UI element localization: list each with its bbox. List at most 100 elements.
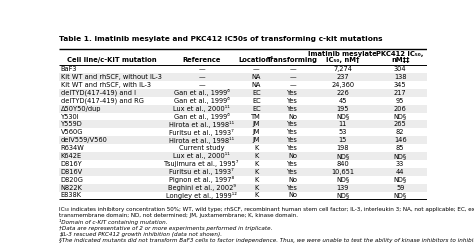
Bar bbox=[59, 136, 427, 144]
Bar bbox=[59, 120, 427, 128]
Text: No: No bbox=[288, 192, 297, 198]
Text: 206: 206 bbox=[394, 106, 407, 112]
Text: ND§: ND§ bbox=[336, 153, 349, 159]
Text: Yes: Yes bbox=[287, 98, 298, 104]
Text: JM: JM bbox=[253, 122, 260, 128]
Bar bbox=[59, 152, 427, 160]
Text: V560G: V560G bbox=[61, 129, 83, 135]
Text: Gan et al., 1999⁶: Gan et al., 1999⁶ bbox=[173, 89, 229, 96]
Text: K: K bbox=[254, 192, 258, 198]
Text: 304: 304 bbox=[394, 66, 407, 72]
Text: ND§: ND§ bbox=[393, 192, 407, 198]
Text: †Data are representative of 2 or more experiments performed in triplicate.: †Data are representative of 2 or more ex… bbox=[59, 226, 273, 231]
Text: Cell line/c-KIT mutation: Cell line/c-KIT mutation bbox=[67, 57, 156, 63]
Text: K: K bbox=[254, 184, 258, 190]
Text: D816V: D816V bbox=[61, 169, 83, 175]
Text: No: No bbox=[288, 177, 297, 183]
Text: 24,360: 24,360 bbox=[331, 82, 355, 88]
Text: D816Y: D816Y bbox=[61, 161, 82, 167]
Text: Imatinib mesylate: Imatinib mesylate bbox=[309, 51, 377, 57]
Text: IC₅₀ indicates inhibitory concentration 50%; WT, wild type; rhSCF, recombinant h: IC₅₀ indicates inhibitory concentration … bbox=[59, 207, 474, 212]
Text: Beghini et al., 2002⁹: Beghini et al., 2002⁹ bbox=[168, 184, 236, 191]
Text: Tsujimura et al., 1995⁷: Tsujimura et al., 1995⁷ bbox=[164, 160, 239, 168]
Text: Kit WT and rhSCF, with IL-3: Kit WT and rhSCF, with IL-3 bbox=[61, 82, 151, 88]
Text: delTYD(417-419) and RG: delTYD(417-419) and RG bbox=[61, 98, 144, 104]
Text: 195: 195 bbox=[337, 106, 349, 112]
Text: Yes: Yes bbox=[287, 129, 298, 135]
Text: Lux et al., 2000¹¹: Lux et al., 2000¹¹ bbox=[173, 152, 230, 160]
Text: Kit WT and rhSCF, without IL-3: Kit WT and rhSCF, without IL-3 bbox=[61, 74, 162, 80]
Text: 85: 85 bbox=[396, 145, 404, 151]
Text: K: K bbox=[254, 169, 258, 175]
Text: delV559/V560: delV559/V560 bbox=[61, 137, 108, 143]
Text: Furitsu et al., 1993⁷: Furitsu et al., 1993⁷ bbox=[169, 168, 234, 175]
Text: —: — bbox=[198, 74, 205, 80]
Text: JM: JM bbox=[253, 129, 260, 135]
Text: EC: EC bbox=[252, 106, 261, 112]
Bar bbox=[59, 168, 427, 176]
Text: 226: 226 bbox=[337, 90, 349, 96]
Text: 7,274: 7,274 bbox=[333, 66, 352, 72]
Text: Hirota et al., 1998¹¹: Hirota et al., 1998¹¹ bbox=[169, 121, 234, 128]
Text: —: — bbox=[198, 66, 205, 72]
Bar bbox=[59, 184, 427, 192]
Text: K: K bbox=[254, 145, 258, 151]
Text: ‡IL-3 rescued PKC412 growth inhibition (data not shown).: ‡IL-3 rescued PKC412 growth inhibition (… bbox=[59, 232, 222, 237]
Text: 139: 139 bbox=[337, 184, 349, 190]
Text: Furitsu et al., 1993⁷: Furitsu et al., 1993⁷ bbox=[169, 129, 234, 136]
Text: Yes: Yes bbox=[287, 145, 298, 151]
Text: Hirota et al., 1998¹¹: Hirota et al., 1998¹¹ bbox=[169, 137, 234, 144]
Text: BaF3: BaF3 bbox=[61, 66, 77, 72]
Text: ND§: ND§ bbox=[336, 192, 349, 198]
Text: —: — bbox=[253, 66, 260, 72]
Text: Lux et al., 2000¹¹: Lux et al., 2000¹¹ bbox=[173, 105, 230, 112]
Text: IC₅₀, nM†: IC₅₀, nM† bbox=[326, 57, 360, 63]
Text: delTYD(417-419) and I: delTYD(417-419) and I bbox=[61, 90, 136, 96]
Text: Longley et al., 1999¹²: Longley et al., 1999¹² bbox=[166, 192, 237, 199]
Text: Y559D: Y559D bbox=[61, 122, 82, 128]
Text: R634W: R634W bbox=[61, 145, 84, 151]
Text: 15: 15 bbox=[338, 137, 347, 143]
Text: Reference: Reference bbox=[182, 57, 221, 63]
Text: 198: 198 bbox=[337, 145, 349, 151]
Text: ND§: ND§ bbox=[393, 177, 407, 183]
Text: Yes: Yes bbox=[287, 90, 298, 96]
Text: Location¹: Location¹ bbox=[238, 57, 274, 63]
Bar bbox=[59, 105, 427, 112]
Text: NA: NA bbox=[252, 74, 261, 80]
Text: Pignon et al., 1997⁸: Pignon et al., 1997⁸ bbox=[169, 176, 234, 183]
Text: JM: JM bbox=[253, 137, 260, 143]
Text: 237: 237 bbox=[337, 74, 349, 80]
Text: §The indicated mutants did not transform BaF3 cells to factor independence. Thus: §The indicated mutants did not transform… bbox=[59, 238, 474, 244]
Text: 59: 59 bbox=[396, 184, 404, 190]
Text: Current study: Current study bbox=[179, 145, 224, 151]
Text: E838K: E838K bbox=[61, 192, 82, 198]
Text: 45: 45 bbox=[338, 98, 347, 104]
Text: Gan et al., 1999⁶: Gan et al., 1999⁶ bbox=[173, 97, 229, 104]
Text: 33: 33 bbox=[396, 161, 404, 167]
Text: 265: 265 bbox=[394, 122, 407, 128]
Text: —: — bbox=[290, 66, 296, 72]
Text: NA: NA bbox=[252, 82, 261, 88]
Text: 138: 138 bbox=[394, 74, 406, 80]
Text: 11: 11 bbox=[339, 122, 347, 128]
Text: 840: 840 bbox=[337, 161, 349, 167]
Text: ¹Domain of c-KIT containing mutation.: ¹Domain of c-KIT containing mutation. bbox=[59, 220, 168, 226]
Text: 82: 82 bbox=[396, 129, 404, 135]
Text: D820G: D820G bbox=[61, 177, 83, 183]
Text: N822K: N822K bbox=[61, 184, 82, 190]
Text: Yes: Yes bbox=[287, 169, 298, 175]
Text: 146: 146 bbox=[394, 137, 407, 143]
Text: 10,651: 10,651 bbox=[331, 169, 355, 175]
Text: Yes: Yes bbox=[287, 106, 298, 112]
Text: Transforming: Transforming bbox=[267, 57, 318, 63]
Text: 345: 345 bbox=[394, 82, 407, 88]
Text: K: K bbox=[254, 153, 258, 159]
Text: —: — bbox=[290, 74, 296, 80]
Text: ND§: ND§ bbox=[393, 114, 407, 119]
Text: 53: 53 bbox=[338, 129, 347, 135]
Text: Yes: Yes bbox=[287, 137, 298, 143]
Text: Yes: Yes bbox=[287, 184, 298, 190]
Text: EC: EC bbox=[252, 98, 261, 104]
Text: Yes: Yes bbox=[287, 122, 298, 128]
